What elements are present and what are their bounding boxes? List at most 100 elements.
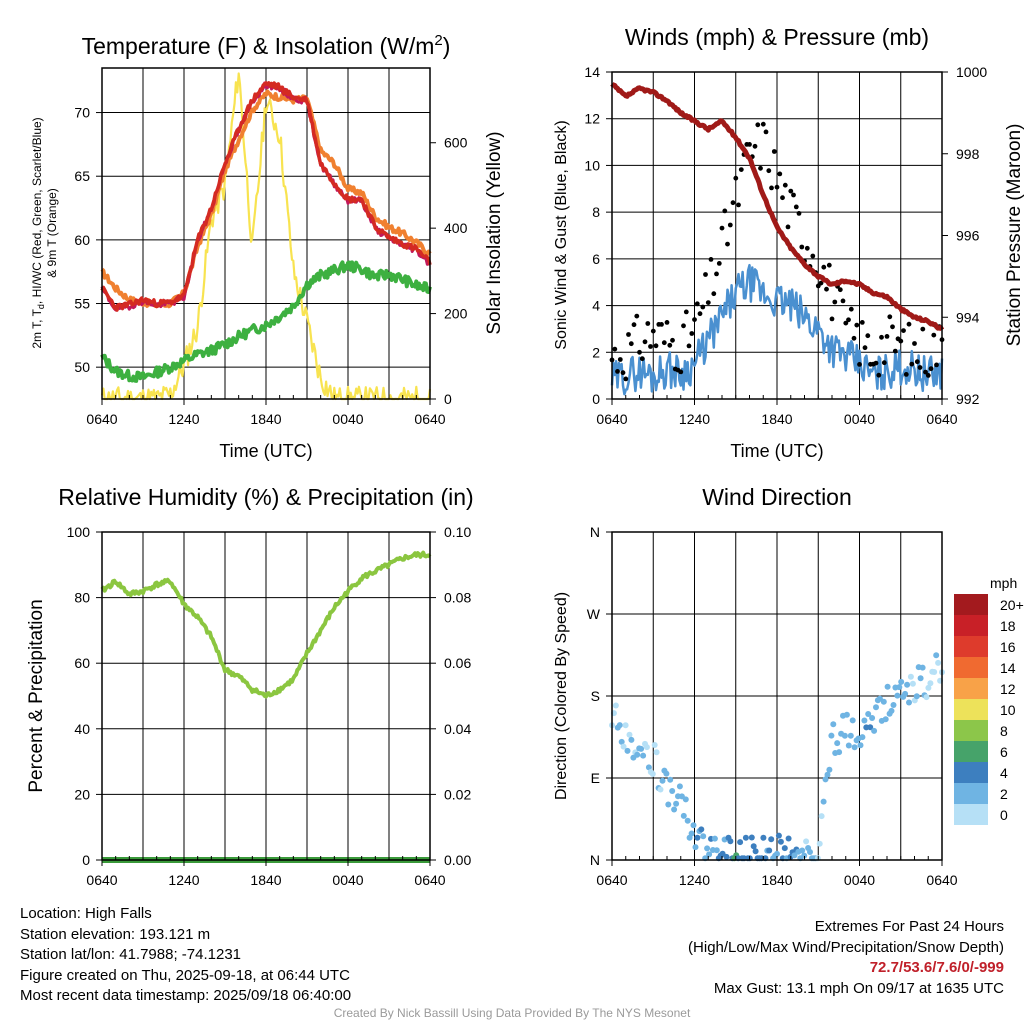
- direction-point: [774, 850, 780, 857]
- gust-point: [716, 261, 722, 266]
- legend-swatch: [954, 720, 988, 741]
- direction-point: [830, 721, 837, 728]
- y2-tick-label: 200: [444, 306, 468, 322]
- x-tick-label: 0040: [844, 872, 875, 888]
- direction-point: [651, 742, 658, 748]
- y2-axis-label: Solar Insolation (Yellow): [484, 131, 505, 334]
- gust-point: [843, 320, 849, 326]
- y2-tick-label: 0.04: [444, 721, 471, 737]
- direction-point: [803, 838, 810, 845]
- extremes-title: Extremes For Past 24 Hours: [814, 918, 1004, 935]
- gust-point: [780, 195, 785, 201]
- direction-point: [820, 798, 827, 805]
- gust-point: [697, 311, 703, 317]
- direction-point: [826, 766, 833, 773]
- gust-point: [804, 245, 810, 251]
- gust-point: [914, 359, 920, 365]
- legend-swatch: [954, 783, 988, 804]
- y2-tick-label: 0.08: [444, 590, 471, 606]
- gust-point: [876, 372, 882, 378]
- y-tick-label: 14: [584, 64, 600, 80]
- y2-tick-label: 1000: [956, 64, 987, 80]
- legend-label: 16: [1000, 639, 1016, 655]
- y-tick-label: 50: [74, 359, 90, 375]
- x-tick-label: 0640: [926, 411, 957, 427]
- y-tick-label: 6: [592, 251, 600, 267]
- direction-point: [622, 722, 629, 729]
- winds-panel: 0 2 4 6 8 10 12 14 992 994 996 998 1000 0640 1240 1840 0…: [553, 24, 1024, 461]
- gust-point: [887, 314, 893, 320]
- x-tick-label: 1240: [168, 411, 199, 427]
- y-tick-label: 65: [74, 168, 90, 184]
- direction-point: [688, 830, 695, 837]
- gust-point: [934, 362, 939, 368]
- gust-point: [626, 332, 631, 337]
- direction-point: [816, 840, 823, 847]
- direction-point: [880, 698, 887, 705]
- direction-point: [766, 847, 773, 854]
- wind-direction-panel: N E S W N 0640 1240 1840 0040 0640 Wind Direction D…: [553, 484, 958, 888]
- direction-point: [894, 692, 901, 699]
- direction-point: [822, 776, 829, 783]
- direction-point: [737, 839, 744, 846]
- direction-point: [682, 796, 689, 803]
- gust-point: [725, 241, 730, 247]
- gust-point: [736, 202, 741, 208]
- speed-legend: mph 20+ 18 16 14 12 10 8 6 4 2 0: [954, 575, 1024, 825]
- gust-point: [824, 286, 829, 292]
- direction-point: [913, 693, 920, 700]
- x-axis-label: Time (UTC): [219, 441, 312, 461]
- direction-point: [890, 702, 897, 708]
- direction-point: [909, 680, 916, 687]
- direction-point: [799, 847, 806, 854]
- gust-point: [859, 320, 865, 325]
- y-tick-label: N: [590, 852, 600, 868]
- legend-label: 4: [1000, 765, 1008, 781]
- location-text: Location: High Falls: [20, 905, 152, 922]
- credit-text: Created By Nick Bassill Using Data Provi…: [333, 1006, 691, 1020]
- direction-point: [906, 699, 912, 706]
- direction-point: [933, 652, 940, 659]
- y2-tick-label: 992: [956, 391, 980, 407]
- direction-point: [907, 673, 914, 680]
- direction-point: [711, 835, 718, 842]
- gust-point: [703, 272, 708, 277]
- legend-label: 0: [1000, 807, 1008, 823]
- legend-title: mph: [990, 575, 1017, 591]
- gust-point: [879, 334, 884, 340]
- y-axis-label-subscript: d: [36, 304, 46, 309]
- extremes-legend: (High/Low/Max Wind/Precipitation/Snow De…: [688, 938, 1004, 956]
- gust-point: [747, 142, 752, 147]
- y-tick-label: W: [587, 606, 601, 622]
- legend-label: 2: [1000, 786, 1008, 802]
- temperature-panel: 50 55 60 65 70 0 200 400 600 0640 1240 1840 0040 0640…: [30, 32, 505, 461]
- direction-point: [777, 838, 784, 845]
- created-text: Figure created on Thu, 2025-09-18, at 06…: [20, 966, 350, 984]
- y-tick-label: 4: [592, 298, 600, 314]
- gust-point: [796, 211, 802, 216]
- y-tick-label: 100: [67, 524, 91, 540]
- gust-point: [686, 343, 692, 349]
- direction-point: [760, 834, 767, 841]
- solar-insolation-line: [100, 72, 432, 401]
- direction-point: [898, 678, 905, 685]
- gust-point: [769, 185, 774, 191]
- y-tick-label: 10: [584, 157, 600, 173]
- direction-point: [836, 749, 843, 756]
- gust-point: [854, 322, 860, 328]
- gust-point: [774, 184, 780, 190]
- gust-point: [615, 369, 620, 374]
- y-axis-label-line2: & 9m T (Orange): [45, 188, 59, 278]
- direction-point: [657, 786, 664, 793]
- gust-point: [826, 262, 832, 268]
- x-tick-label: 1840: [761, 411, 792, 427]
- gust-point: [670, 337, 675, 343]
- direction-point: [704, 845, 711, 852]
- y2-tick-label: 994: [956, 309, 980, 325]
- gust-point: [760, 121, 766, 127]
- gust-point: [711, 291, 717, 297]
- gust-point: [752, 143, 758, 149]
- gust-point: [678, 369, 684, 375]
- gust-point: [857, 362, 862, 367]
- gust-point: [840, 298, 846, 304]
